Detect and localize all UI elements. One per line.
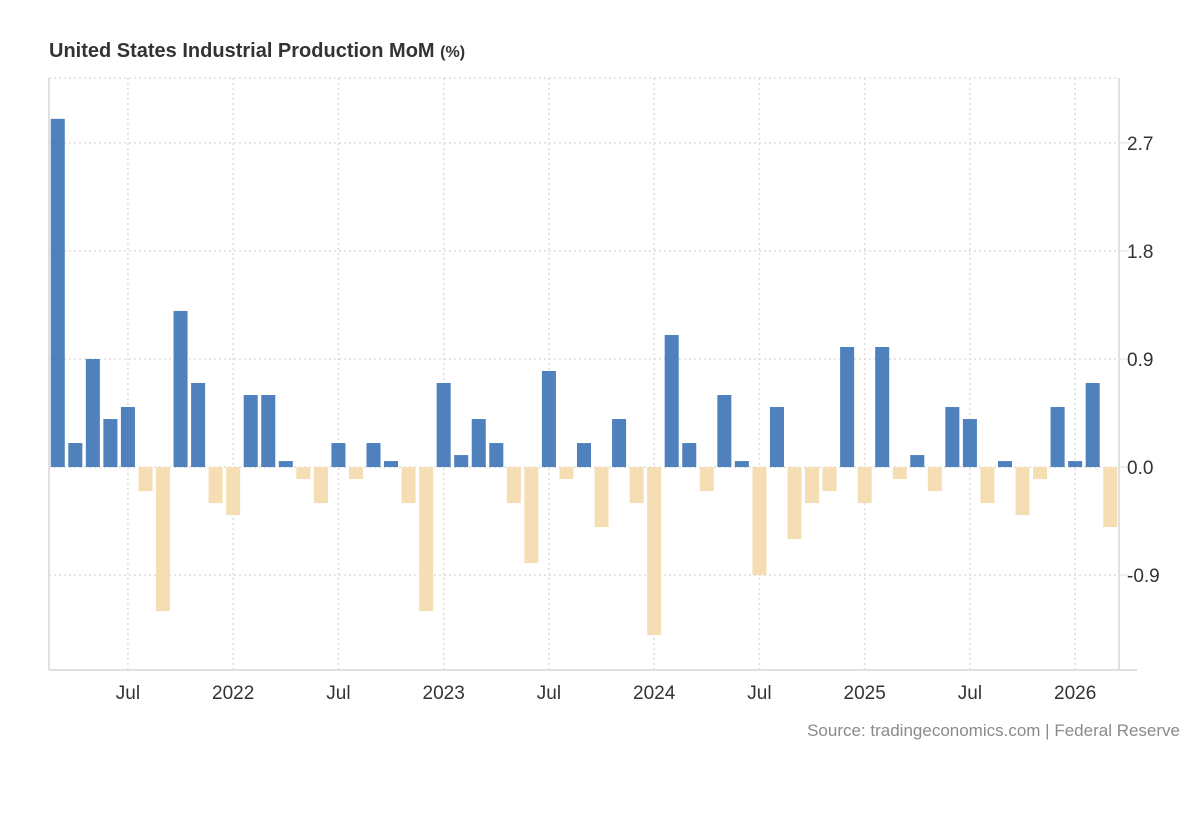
x-tick-label: Jul [537,683,561,704]
bar-2025-07 [962,419,977,468]
bar-2025-03 [892,467,907,480]
x-tick-label: 2022 [212,683,254,704]
bar-2025-09 [997,461,1012,468]
bar-2024-02 [664,334,679,468]
x-tick-label: Jul [326,683,350,704]
bar-2022-06 [313,467,328,504]
bar-2022-10 [384,461,399,468]
bar-2025-06 [945,407,960,468]
chart-title: United States Industrial Production MoM … [49,40,465,63]
chart-title-unit: (%) [440,44,466,61]
bar-2022-11 [401,467,416,504]
bar-2022-12 [419,467,434,612]
x-axis-labels: Jul 2022 Jul 2023 Jul 2024 Jul 2025 Jul 2026 [116,683,1097,704]
bars [50,118,1118,636]
bar-2024-08 [769,407,784,468]
bar-2022-02 [243,395,258,468]
bar-2023-06 [524,467,539,564]
bar-2025-10 [1015,467,1030,516]
bar-2023-07 [541,370,556,468]
bar-2021-06 [103,419,118,468]
bar-2023-03 [471,419,486,468]
bar-2022-09 [366,443,381,468]
bar-2025-08 [980,467,995,504]
bar-2024-04 [699,467,714,492]
bar-2024-01 [647,467,662,636]
bar-2024-09 [787,467,802,540]
bar-2024-06 [734,461,749,468]
y-axis-labels: 2.7 1.8 0.9 0.0 -0.9 [1127,134,1160,587]
bar-2021-10 [173,310,188,468]
bar-2021-09 [156,467,171,612]
bar-2023-05 [506,467,521,504]
y-tick-label: 0.0 [1127,458,1153,479]
bar-2025-05 [927,467,942,492]
y-tick-label: 2.7 [1127,134,1153,155]
bar-2024-07 [752,467,767,576]
y-tick-label: 1.8 [1127,242,1153,263]
bar-2026-03 [1103,467,1118,528]
bar-2022-07 [331,443,346,468]
x-tick-label: Jul [958,683,982,704]
bar-2026-01 [1068,461,1083,468]
bar-2026-02 [1085,383,1100,468]
bar-2023-08 [559,467,574,480]
y-tick-label: -0.9 [1127,566,1160,587]
y-tick-label: 0.9 [1127,350,1153,371]
bar-2025-11 [1033,467,1048,480]
bar-2021-04 [68,443,83,468]
bar-2024-03 [682,443,697,468]
x-tick-label: 2025 [844,683,886,704]
bar-2021-03 [50,118,65,468]
bar-2021-05 [85,358,100,468]
bar-2022-04 [278,461,293,468]
chart-title-text: United States Industrial Production MoM [49,40,435,62]
bar-2023-10 [594,467,609,528]
x-tick-label: Jul [747,683,771,704]
bar-2023-11 [612,419,627,468]
x-tick-label: 2024 [633,683,676,704]
bar-2023-04 [489,443,504,468]
bar-2024-12 [840,346,855,468]
bar-2022-01 [226,467,241,516]
source-attribution: Source: tradingeconomics.com | Federal R… [807,721,1180,740]
bar-2023-12 [629,467,644,504]
bar-2025-12 [1050,407,1065,468]
bar-2021-11 [191,383,206,468]
bar-2022-08 [348,467,363,480]
axes [48,78,1137,671]
bar-2024-11 [822,467,837,492]
bar-2021-08 [138,467,153,492]
bar-2024-10 [805,467,820,504]
bar-2024-05 [717,395,732,468]
grid-lines [49,77,1119,670]
bar-2025-01 [857,467,872,504]
bar-2023-01 [436,383,451,468]
bar-2021-07 [120,407,135,468]
bar-2023-02 [454,455,469,468]
x-tick-label: 2026 [1054,683,1096,704]
bar-2021-12 [208,467,223,504]
bar-2025-02 [875,346,890,468]
x-tick-label: Jul [116,683,140,704]
x-tick-label: 2023 [423,683,465,704]
bar-2022-03 [261,395,276,468]
bar-2025-04 [910,455,925,468]
bar-2022-05 [296,467,311,480]
bar-2023-09 [576,443,592,468]
